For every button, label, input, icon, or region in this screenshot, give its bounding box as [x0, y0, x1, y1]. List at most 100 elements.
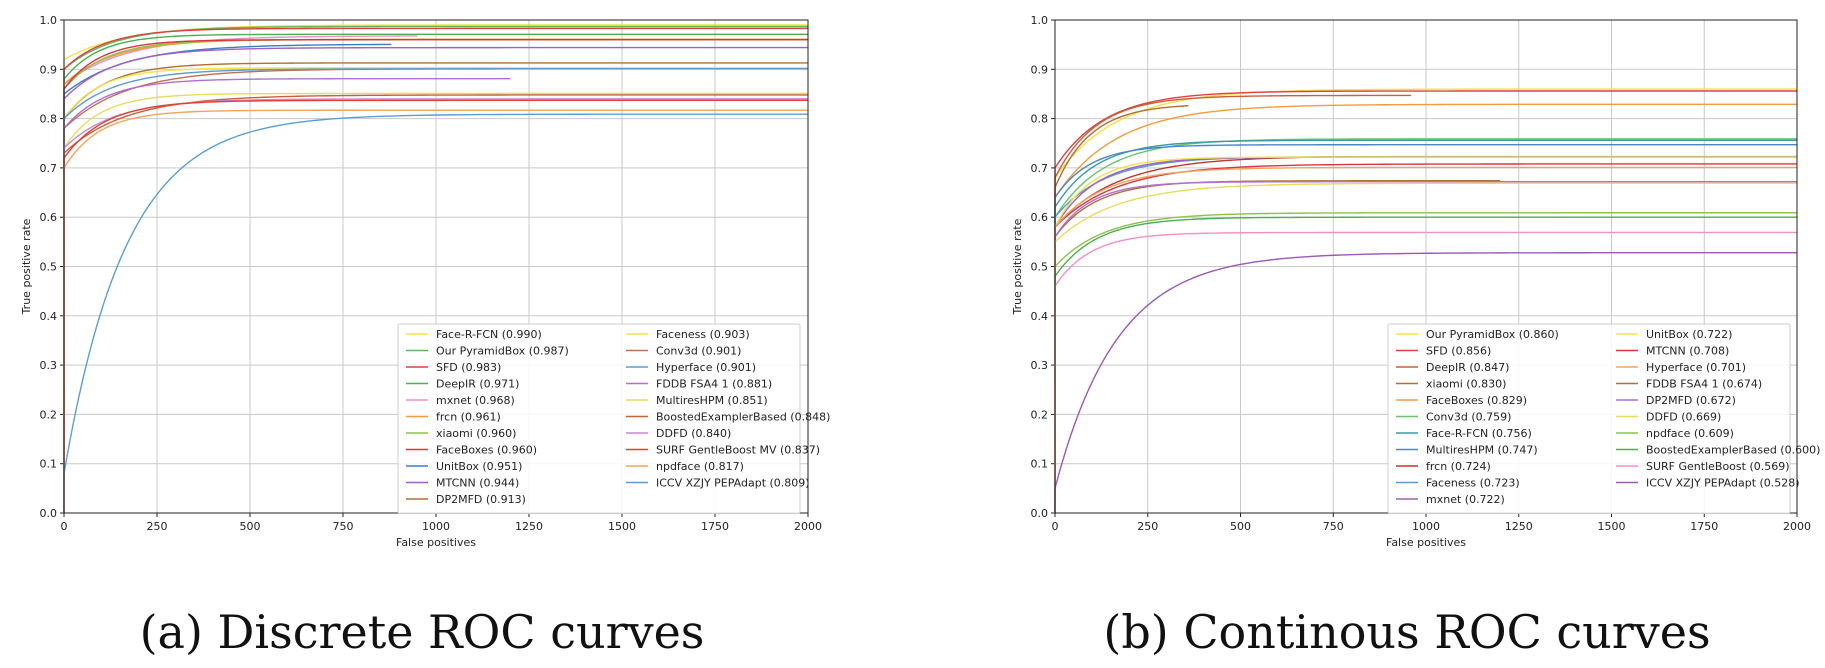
x-tick-label: 750 [333, 520, 354, 533]
x-tick-label: 750 [1323, 520, 1344, 533]
legend-entry: Hyperface (0.901) [656, 361, 756, 374]
y-tick-label: 1.0 [1031, 14, 1049, 27]
legend-entry: mxnet (0.968) [436, 394, 515, 407]
legend-entry: UnitBox (0.951) [436, 460, 522, 473]
y-tick-label: 0.8 [1031, 113, 1049, 126]
x-tick-label: 500 [1230, 520, 1251, 533]
legend-entry: FDDB FSA4 1 (0.881) [656, 378, 772, 391]
x-tick-label: 1750 [701, 520, 729, 533]
y-tick-label: 0.5 [1031, 261, 1049, 274]
series-line [63, 98, 808, 514]
y-tick-label: 0.6 [40, 211, 58, 224]
y-tick-label: 0.6 [1031, 211, 1049, 224]
y-tick-label: 0.9 [1031, 63, 1049, 76]
x-tick-label: 1750 [1690, 520, 1718, 533]
legend-entry: npdface (0.817) [656, 460, 744, 473]
series-line [63, 92, 808, 514]
legend-box [1387, 323, 1791, 514]
chart-panel-1: 0 250 500 750 1000 1250 1500 1750 2000 0.0 0.1 0.2 0… [20, 14, 830, 659]
legend-entry: BoostedExamplerBased (0.600) [1646, 444, 1820, 457]
legend-entry: MTCNN (0.944) [436, 477, 519, 490]
series-line [1054, 181, 1797, 514]
y-axis-label: True positive rate [20, 218, 33, 315]
legend-box [397, 323, 801, 514]
y-tick-label: 0.3 [40, 359, 58, 372]
series-line [63, 77, 511, 514]
series-line [1054, 182, 1797, 514]
legend-entry: npdface (0.609) [1646, 427, 1734, 440]
legend-entry: DP2MFD (0.672) [1646, 394, 1736, 407]
series-line [63, 39, 808, 514]
y-tick-label: 0.5 [40, 261, 58, 274]
series-line [63, 35, 418, 514]
legend-entry: BoostedExamplerBased (0.848) [656, 411, 830, 424]
x-tick-label: 1250 [515, 520, 543, 533]
y-tick-label: 0.4 [40, 310, 58, 323]
y-tick-label: 0.7 [40, 162, 58, 175]
series-line [1054, 216, 1797, 514]
x-tick-label: 500 [240, 520, 261, 533]
series-line [1054, 156, 1797, 514]
x-tick-label: 0 [61, 520, 68, 533]
y-tick-label: 0.2 [40, 408, 58, 421]
series-line [63, 67, 808, 514]
legend-entry: DP2MFD (0.913) [436, 493, 526, 506]
series-line [1054, 105, 1189, 513]
x-tick-label: 2000 [794, 520, 822, 533]
legend-entry: SURF GentleBoost (0.569) [1646, 460, 1790, 473]
legend-entry: Hyperface (0.701) [1646, 361, 1746, 374]
legend-entry: frcn (0.724) [1426, 460, 1491, 473]
legend-entry: xiaomi (0.830) [1426, 378, 1506, 391]
y-tick-label: 0.2 [1031, 408, 1049, 421]
legend-entry: MultiresHPM (0.747) [1426, 444, 1538, 457]
legend-entry: SURF GentleBoost MV (0.837) [656, 444, 820, 457]
legend-entry: Our PyramidBox (0.987) [436, 345, 569, 358]
x-axis-label: False positives [1386, 536, 1466, 549]
legend-entry: xiaomi (0.960) [436, 427, 516, 440]
legend-entry: mxnet (0.722) [1426, 493, 1505, 506]
legend: Face-R-FCN (0.990) Our PyramidBox (0.987)… [397, 323, 830, 514]
y-tick-label: 0.3 [1031, 359, 1049, 372]
series-line [1054, 212, 1797, 514]
x-tick-label: 1000 [1412, 520, 1440, 533]
chart-panel-2: 0 250 500 750 1000 1250 1500 1750 2000 0.0 0.1 0.2 0… [1011, 14, 1820, 659]
legend-entry: FDDB FSA4 1 (0.674) [1646, 378, 1762, 391]
legend-entry: DeepIR (0.971) [436, 378, 519, 391]
y-tick-label: 1.0 [40, 14, 58, 27]
series-line [63, 113, 808, 514]
legend-entry: Face-R-FCN (0.756) [1426, 427, 1532, 440]
y-axis-label: True positive rate [1011, 218, 1024, 315]
series-line [63, 99, 808, 514]
y-tick-label: 0.0 [1031, 507, 1049, 520]
y-tick-label: 0.4 [1031, 310, 1049, 323]
y-tick-label: 0.0 [40, 507, 58, 520]
legend-entry: FaceBoxes (0.960) [436, 444, 537, 457]
x-tick-label: 1250 [1505, 520, 1533, 533]
legend-entry: SFD (0.983) [436, 361, 501, 374]
legend-entry: Our PyramidBox (0.860) [1426, 328, 1559, 341]
legend-entry: frcn (0.961) [436, 411, 501, 424]
legend-entry: Faceness (0.903) [656, 328, 750, 341]
series-line [1054, 144, 1797, 514]
y-tick-label: 0.1 [1031, 458, 1049, 471]
y-tick-label: 0.7 [1031, 162, 1049, 175]
series-line [63, 109, 808, 514]
legend-entry: SFD (0.856) [1426, 345, 1491, 358]
legend-entry: MultiresHPM (0.851) [656, 394, 768, 407]
series-line [1054, 180, 1501, 514]
series-line [1054, 94, 1412, 514]
legend-entry: MTCNN (0.708) [1646, 345, 1729, 358]
legend-entry: Face-R-FCN (0.990) [436, 328, 542, 341]
x-tick-label: 2000 [1783, 520, 1811, 533]
figure-caption: (b) Continous ROC curves [1103, 605, 1710, 659]
series-line [1054, 166, 1797, 514]
legend-entry: Conv3d (0.759) [1426, 411, 1511, 424]
x-tick-label: 250 [147, 520, 168, 533]
y-tick-label: 0.8 [40, 113, 58, 126]
series-line [63, 25, 808, 514]
series-line [1054, 163, 1797, 514]
series-line [63, 46, 808, 514]
x-tick-label: 1500 [1598, 520, 1626, 533]
legend-entry: Conv3d (0.901) [656, 345, 741, 358]
